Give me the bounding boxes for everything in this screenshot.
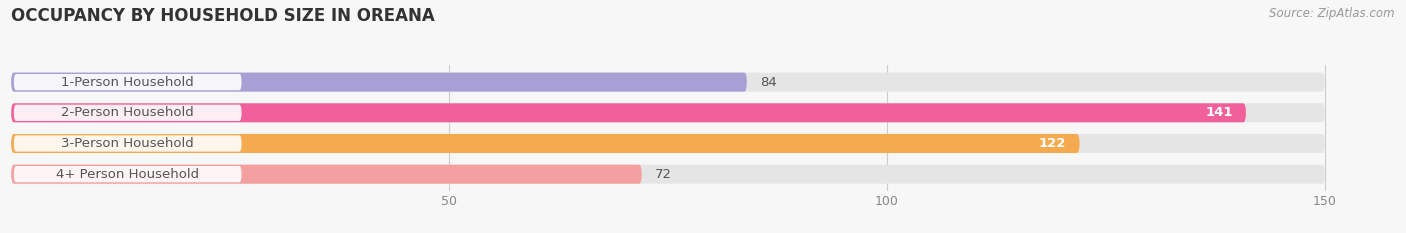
Text: OCCUPANCY BY HOUSEHOLD SIZE IN OREANA: OCCUPANCY BY HOUSEHOLD SIZE IN OREANA	[11, 7, 434, 25]
Text: 4+ Person Household: 4+ Person Household	[56, 168, 200, 181]
Text: 72: 72	[655, 168, 672, 181]
Text: 2-Person Household: 2-Person Household	[62, 106, 194, 119]
FancyBboxPatch shape	[14, 166, 242, 182]
Text: 1-Person Household: 1-Person Household	[62, 76, 194, 89]
FancyBboxPatch shape	[11, 165, 1324, 184]
Text: Source: ZipAtlas.com: Source: ZipAtlas.com	[1270, 7, 1395, 20]
Text: 3-Person Household: 3-Person Household	[62, 137, 194, 150]
FancyBboxPatch shape	[14, 135, 242, 152]
FancyBboxPatch shape	[14, 74, 242, 90]
FancyBboxPatch shape	[11, 103, 1246, 122]
Text: 141: 141	[1205, 106, 1233, 119]
FancyBboxPatch shape	[14, 105, 242, 121]
FancyBboxPatch shape	[11, 134, 1080, 153]
Text: 84: 84	[759, 76, 776, 89]
FancyBboxPatch shape	[11, 103, 1324, 122]
FancyBboxPatch shape	[11, 73, 1324, 92]
Text: 122: 122	[1039, 137, 1066, 150]
FancyBboxPatch shape	[11, 73, 747, 92]
FancyBboxPatch shape	[11, 165, 641, 184]
FancyBboxPatch shape	[11, 134, 1324, 153]
